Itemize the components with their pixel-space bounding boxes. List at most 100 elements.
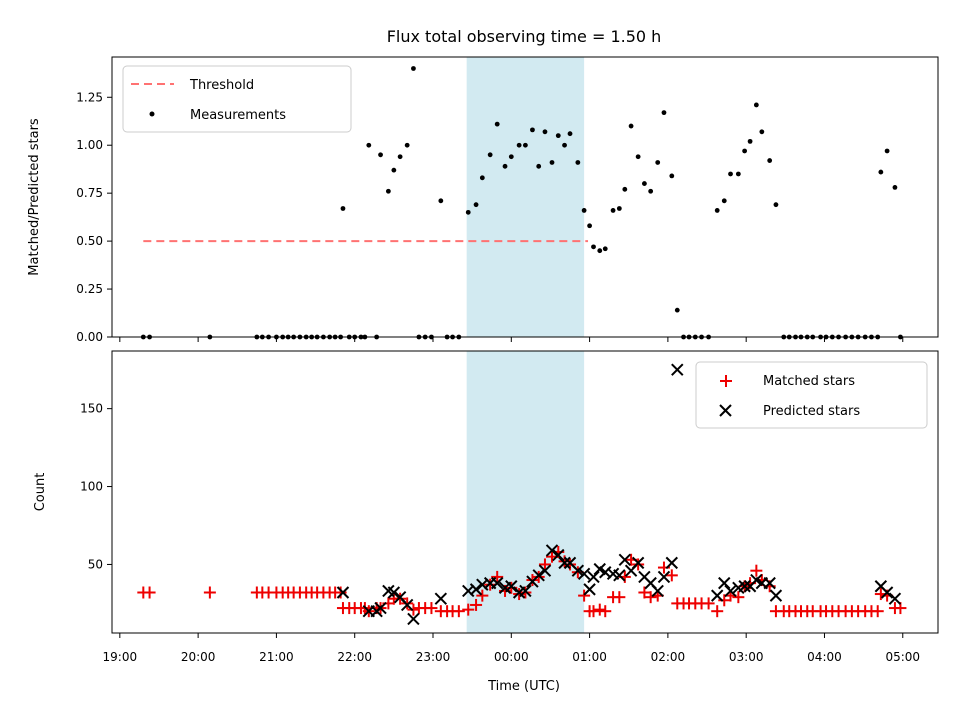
measurement-point bbox=[661, 110, 667, 116]
predicted-star-point bbox=[738, 580, 751, 593]
top-ytick-label: 0.50 bbox=[76, 234, 103, 248]
top-ytick-label: 0.25 bbox=[76, 282, 103, 296]
measurement-point bbox=[530, 127, 535, 133]
measurement-point bbox=[884, 148, 890, 154]
measurement-point bbox=[508, 154, 514, 160]
measurement-point bbox=[562, 142, 567, 148]
measurement-point bbox=[728, 171, 733, 177]
xtick-label: 20:00 bbox=[181, 650, 216, 664]
measurement-point bbox=[549, 160, 555, 165]
matched-star-point bbox=[702, 597, 715, 610]
predicted-star-point bbox=[631, 556, 645, 570]
matched-star-point bbox=[203, 586, 216, 599]
bottom-ytick-label: 150 bbox=[80, 402, 103, 416]
measurement-point bbox=[648, 188, 654, 194]
matched-star-point bbox=[526, 574, 539, 587]
measurement-point bbox=[773, 202, 779, 208]
xtick-label: 05:00 bbox=[885, 650, 920, 664]
xtick-label: 22:00 bbox=[337, 650, 372, 664]
predicted-star-point bbox=[651, 584, 664, 598]
predicted-star-point bbox=[724, 584, 737, 598]
matched-star-point bbox=[750, 564, 763, 577]
predicted-star-point bbox=[558, 556, 571, 570]
measurement-point bbox=[473, 202, 479, 208]
matched-star-point bbox=[593, 603, 606, 616]
xtick-label: 00:00 bbox=[494, 650, 529, 664]
xtick-label: 04:00 bbox=[807, 650, 842, 664]
measurement-point bbox=[742, 148, 748, 154]
predicted-star-point bbox=[374, 601, 387, 615]
matched-star-point bbox=[407, 603, 420, 616]
measurement-point bbox=[397, 154, 403, 160]
predicted-star-point bbox=[888, 592, 902, 605]
predicted-star-point bbox=[880, 586, 894, 599]
measurement-point bbox=[641, 181, 647, 186]
predicted-star-point bbox=[671, 363, 684, 376]
matched-star-point bbox=[394, 592, 407, 605]
measurement-point bbox=[567, 131, 573, 137]
matched-star-point bbox=[711, 605, 724, 618]
measurement-point bbox=[767, 158, 773, 163]
measurement-point bbox=[502, 163, 508, 169]
top-ytick-label: 1.00 bbox=[76, 138, 103, 152]
top-panel: 0.00 0.25 0.50 0.75 1.00 1.25 Matched/Predict… bbox=[27, 56, 939, 344]
matched-star-point bbox=[638, 586, 651, 599]
predicted-star-point bbox=[583, 583, 596, 596]
measurement-point bbox=[411, 66, 416, 71]
predicted-star-point bbox=[769, 589, 783, 602]
matched-star-point bbox=[425, 602, 438, 615]
matched-star-point bbox=[538, 558, 551, 571]
predicted-star-point bbox=[400, 598, 414, 612]
legend-matched-swatch bbox=[720, 375, 732, 387]
measurement-point bbox=[404, 142, 410, 148]
measurement-point bbox=[378, 152, 383, 158]
measurement-point bbox=[536, 163, 542, 169]
matched-star-point bbox=[484, 578, 497, 591]
xtick-label: 23:00 bbox=[416, 650, 451, 664]
predicted-star-point bbox=[407, 612, 420, 626]
predicted-star-point bbox=[613, 569, 626, 582]
measurement-point bbox=[669, 173, 675, 179]
x-axis-label: Time (UTC) bbox=[487, 679, 560, 694]
bottom-y-axis-label: Count bbox=[33, 473, 48, 512]
measurement-point bbox=[575, 160, 581, 165]
xtick-label: 02:00 bbox=[651, 650, 686, 664]
measurement-point bbox=[391, 167, 397, 173]
bottom-axes-frame bbox=[111, 350, 939, 634]
top-ytick-label: 0.00 bbox=[76, 330, 103, 344]
measurement-point bbox=[747, 138, 753, 144]
measurement-point bbox=[878, 169, 884, 175]
legend-threshold-label: Threshold bbox=[189, 78, 254, 93]
top-ytick-label: 0.75 bbox=[76, 186, 103, 200]
matched-star-point bbox=[644, 591, 657, 604]
measurement-point bbox=[438, 198, 444, 204]
measurement-point bbox=[597, 248, 603, 254]
measurement-point bbox=[516, 142, 522, 148]
legend-measurements-swatch bbox=[149, 111, 155, 117]
chart-title: Flux total observing time = 1.50 h bbox=[387, 27, 662, 46]
matched-star-point bbox=[491, 570, 504, 583]
predicted-star-point bbox=[571, 564, 585, 577]
matched-star-point bbox=[613, 591, 626, 604]
predicted-star-point bbox=[763, 576, 776, 590]
xtick-label: 21:00 bbox=[259, 650, 294, 664]
predicted-star-point bbox=[587, 570, 600, 584]
measurement-point bbox=[622, 186, 628, 192]
matched-star-point bbox=[334, 586, 347, 599]
predicted-star-point bbox=[532, 569, 545, 582]
matched-star-point bbox=[632, 558, 645, 571]
legend-measurements-label: Measurements bbox=[190, 108, 286, 123]
measurement-point bbox=[721, 198, 727, 204]
measurement-point bbox=[628, 123, 634, 129]
matched-star-point bbox=[519, 586, 532, 599]
matched-star-point bbox=[587, 605, 600, 618]
top-highlight-span bbox=[466, 57, 585, 337]
xtick-label: 01:00 bbox=[572, 650, 607, 664]
predicted-star-point bbox=[665, 556, 679, 570]
measurement-point bbox=[479, 175, 485, 181]
matched-star-point bbox=[599, 605, 612, 618]
matched-star-point bbox=[476, 589, 489, 602]
bottom-ytick-label: 100 bbox=[80, 480, 103, 494]
measurement-point bbox=[494, 121, 500, 127]
